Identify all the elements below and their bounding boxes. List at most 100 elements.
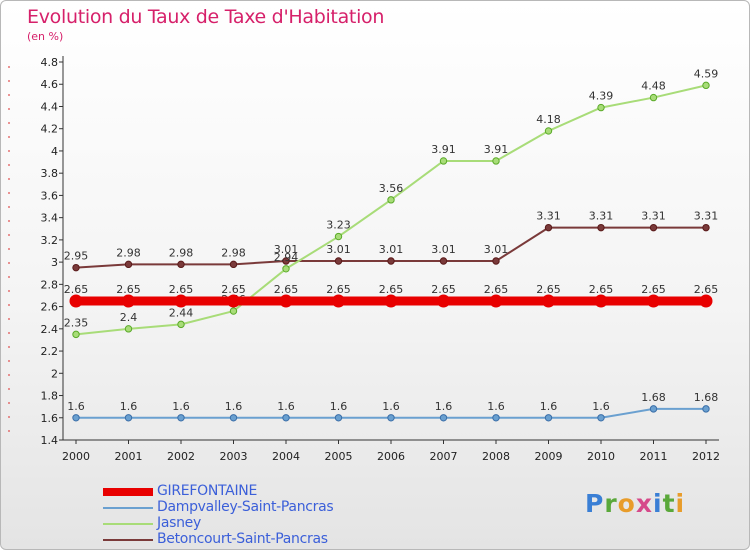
data-label: 2.65 bbox=[274, 283, 299, 296]
data-label: 2.94 bbox=[274, 251, 299, 264]
data-point bbox=[702, 223, 710, 232]
data-label: 1.6 bbox=[487, 400, 505, 413]
y-tick-label: 4.4 bbox=[41, 100, 59, 113]
data-point bbox=[702, 405, 710, 413]
x-tick-label: 2009 bbox=[535, 450, 563, 463]
data-label: 1.6 bbox=[120, 400, 138, 413]
data-point bbox=[544, 414, 553, 422]
data-label: 4.59 bbox=[694, 67, 719, 80]
data-point bbox=[334, 257, 343, 265]
data-point bbox=[177, 320, 185, 329]
logo-letter: x bbox=[635, 489, 653, 518]
x-tick-label: 2000 bbox=[62, 450, 90, 463]
data-point bbox=[492, 257, 500, 265]
data-label: 2.65 bbox=[116, 283, 141, 296]
data-point bbox=[437, 294, 450, 308]
data-point bbox=[492, 157, 500, 165]
data-label: 4.39 bbox=[589, 90, 614, 103]
data-point bbox=[649, 223, 658, 232]
y-tick-label: 3.8 bbox=[41, 167, 59, 180]
y-tick-label: 3.2 bbox=[41, 234, 59, 247]
data-label: 1.6 bbox=[382, 400, 400, 413]
data-point bbox=[124, 260, 133, 269]
logo-letter: i bbox=[653, 489, 663, 518]
data-point bbox=[702, 81, 710, 90]
data-label: 3.31 bbox=[641, 210, 666, 223]
y-tick-label: 1.8 bbox=[41, 390, 59, 403]
legend-swatch bbox=[103, 488, 153, 496]
data-point bbox=[282, 257, 290, 265]
data-label: 2.65 bbox=[379, 283, 404, 296]
x-tick-label: 2010 bbox=[587, 450, 615, 463]
data-point bbox=[229, 307, 238, 315]
legend-label: GIREFONTAINE bbox=[157, 483, 257, 499]
data-point bbox=[174, 294, 188, 308]
data-label: 2.95 bbox=[64, 250, 89, 263]
data-label: 3.91 bbox=[484, 143, 509, 156]
data-label: 2.65 bbox=[221, 283, 246, 296]
data-point bbox=[649, 405, 658, 413]
data-point bbox=[597, 223, 605, 232]
data-point bbox=[489, 294, 503, 308]
data-point bbox=[594, 294, 608, 308]
data-point bbox=[122, 294, 135, 308]
x-tick-label: 2006 bbox=[377, 450, 405, 463]
y-tick-label: 4.2 bbox=[41, 123, 59, 136]
data-label: 4.18 bbox=[536, 113, 561, 126]
data-point bbox=[597, 414, 605, 422]
data-label: 3.31 bbox=[536, 210, 561, 223]
x-tick-label: 2004 bbox=[272, 450, 300, 463]
data-label: 2.65 bbox=[641, 283, 666, 296]
y-tick-label: 3.6 bbox=[41, 189, 59, 202]
data-label: 2.65 bbox=[431, 283, 456, 296]
y-tick-label: 1.4 bbox=[41, 434, 59, 447]
data-label: 1.6 bbox=[592, 400, 610, 413]
chart-subtitle: (en %) bbox=[27, 30, 64, 43]
x-tick-label: 2012 bbox=[692, 450, 720, 463]
data-point bbox=[544, 127, 553, 135]
x-tick-label: 2008 bbox=[482, 450, 510, 463]
proxiti-logo: Proxiti bbox=[585, 489, 685, 518]
legend-label: Dampvalley-Saint-Pancras bbox=[157, 499, 334, 515]
x-tick-label: 2003 bbox=[220, 450, 248, 463]
data-label: 1.6 bbox=[330, 400, 348, 413]
data-point bbox=[439, 157, 448, 165]
data-point bbox=[72, 330, 80, 339]
y-tick-label: 3 bbox=[51, 256, 58, 269]
data-point bbox=[334, 414, 343, 422]
data-point bbox=[72, 414, 80, 422]
data-label: 2.98 bbox=[116, 246, 141, 259]
data-label: 3.31 bbox=[694, 210, 719, 223]
data-point bbox=[387, 414, 395, 422]
data-point bbox=[544, 223, 553, 232]
data-label: 3.01 bbox=[484, 243, 509, 256]
y-tick-label: 4.6 bbox=[41, 78, 59, 91]
data-label: 3.01 bbox=[431, 243, 456, 256]
x-tick-label: 2005 bbox=[325, 450, 353, 463]
legend-swatch bbox=[103, 507, 153, 509]
data-point bbox=[439, 414, 448, 422]
y-tick-label: 2.6 bbox=[41, 301, 59, 314]
x-tick-label: 2002 bbox=[167, 450, 195, 463]
data-label: 2.44 bbox=[169, 306, 194, 319]
data-point bbox=[282, 265, 290, 273]
y-tick-label: 4 bbox=[51, 145, 58, 158]
data-label: 2.65 bbox=[326, 283, 351, 296]
data-point bbox=[282, 414, 290, 422]
data-label: 2.98 bbox=[169, 246, 194, 259]
data-label: 2.65 bbox=[64, 283, 89, 296]
data-point bbox=[387, 257, 395, 265]
logo-letter: P bbox=[585, 489, 605, 518]
data-label: 1.6 bbox=[277, 400, 295, 413]
data-label: 1.6 bbox=[172, 400, 190, 413]
legend-swatch bbox=[103, 523, 153, 525]
data-label: 2.65 bbox=[169, 283, 194, 296]
data-point bbox=[124, 414, 133, 422]
data-label: 1.68 bbox=[641, 391, 666, 404]
data-point bbox=[279, 294, 293, 308]
logo-letter: r bbox=[604, 489, 618, 518]
data-label: 1.6 bbox=[67, 400, 85, 413]
data-label: 2.65 bbox=[536, 283, 561, 296]
